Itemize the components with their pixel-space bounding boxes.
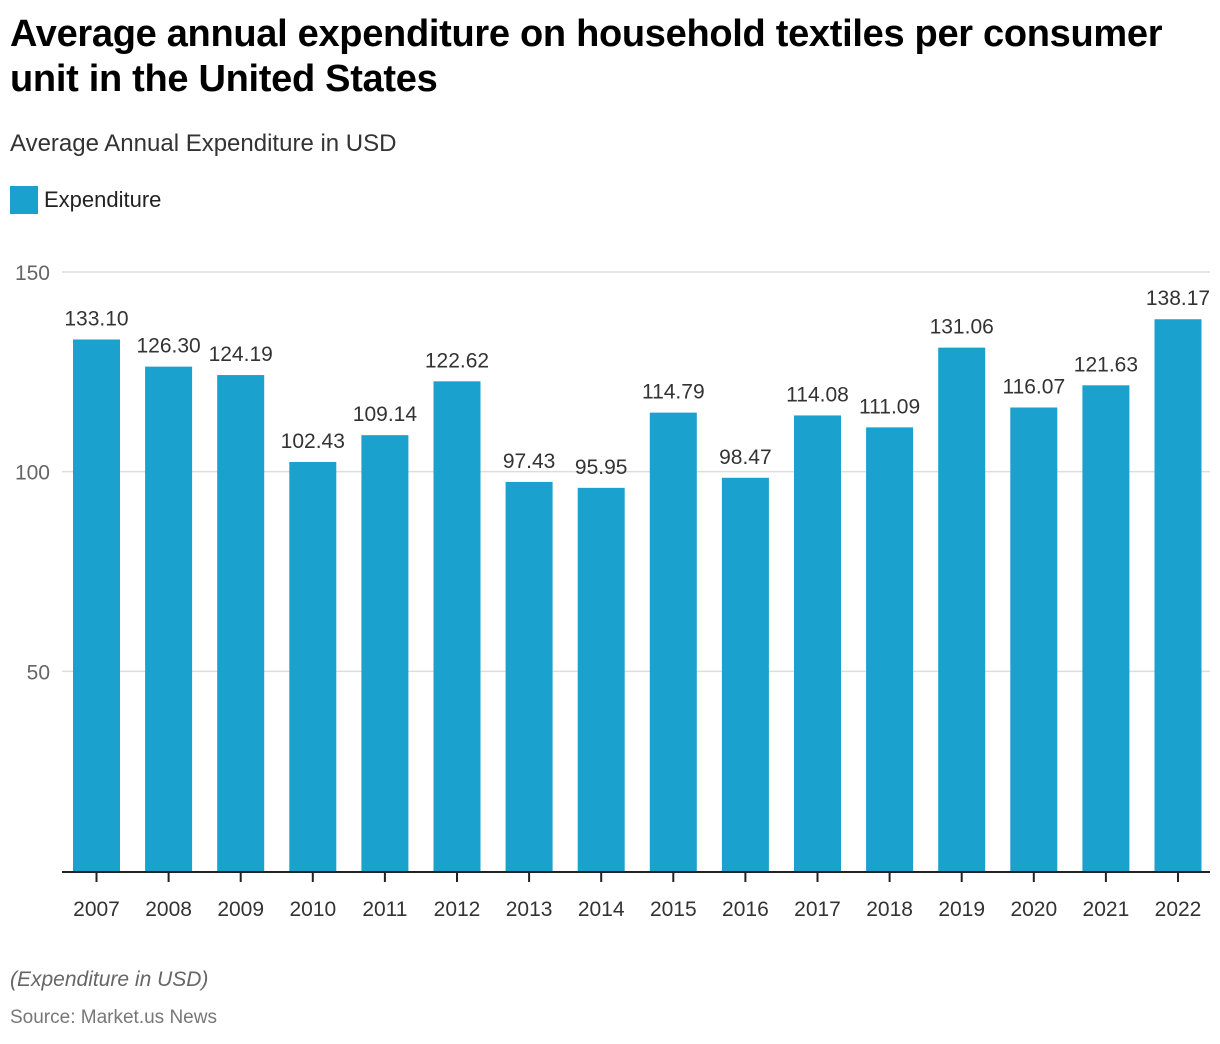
data-label-2009: 124.19 xyxy=(209,343,273,366)
x-tick-label: 2019 xyxy=(938,898,985,921)
x-tick-label: 2020 xyxy=(1010,898,1057,921)
x-tick-label: 2009 xyxy=(217,898,264,921)
chart-source: Source: Market.us News xyxy=(10,1007,217,1028)
data-label-2012: 122.62 xyxy=(425,349,489,372)
data-label-2011: 109.14 xyxy=(353,403,418,426)
gridlines: 50 100 150 xyxy=(15,262,1210,684)
bar-2011 xyxy=(361,435,409,871)
bar-2009 xyxy=(217,375,265,871)
bar-2022 xyxy=(1154,319,1202,872)
x-tick-label: 2017 xyxy=(794,898,841,921)
data-label-2013: 97.43 xyxy=(503,450,556,473)
data-label-2018: 111.09 xyxy=(859,395,920,418)
x-axis: 2007 2008 2009 2010 2011 2012 2013 2014 2015 2016… xyxy=(62,871,1210,921)
data-label-2016: 98.47 xyxy=(719,446,772,469)
data-label-2007: 133.10 xyxy=(64,307,128,330)
bar-2015 xyxy=(649,412,697,871)
x-tick-label: 2013 xyxy=(506,898,553,921)
x-tick-label: 2014 xyxy=(578,898,625,921)
bar-2013 xyxy=(505,481,553,871)
y-tick-label: 100 xyxy=(15,462,50,485)
x-tick-label: 2018 xyxy=(866,898,913,921)
y-tick-label: 150 xyxy=(15,262,50,285)
x-tick-label: 2015 xyxy=(650,898,697,921)
legend: Expenditure xyxy=(10,186,161,214)
bar-2018 xyxy=(866,427,914,871)
data-label-2021: 121.63 xyxy=(1074,353,1138,376)
data-label-2022: 138.17 xyxy=(1146,287,1210,310)
data-label-2020: 116.07 xyxy=(1002,375,1065,398)
x-tick-label: 2016 xyxy=(722,898,769,921)
x-tick-label: 2008 xyxy=(145,898,192,921)
data-label-2008: 126.30 xyxy=(136,335,200,358)
bar-2014 xyxy=(577,487,625,871)
data-label-2015: 114.79 xyxy=(642,381,705,404)
data-label-2010: 102.43 xyxy=(281,430,345,453)
x-tick-label: 2022 xyxy=(1155,898,1202,921)
data-label-2014: 95.95 xyxy=(575,456,628,479)
bar-2010 xyxy=(289,461,337,871)
x-tick-label: 2010 xyxy=(289,898,336,921)
x-tick-label: 2011 xyxy=(362,898,407,921)
data-label-2017: 114.08 xyxy=(786,383,849,406)
bars: 133.10 126.30 124.19 102.43 109.14 122.62 97.4… xyxy=(64,287,1210,872)
bar-2007 xyxy=(73,339,120,872)
bar-2012 xyxy=(433,381,481,871)
x-tick-label: 2021 xyxy=(1083,898,1130,921)
bar-2021 xyxy=(1082,385,1130,871)
bar-2020 xyxy=(1010,407,1058,871)
data-label-2019: 131.06 xyxy=(930,316,994,339)
chart-subtitle: Average Annual Expenditure in USD xyxy=(10,130,397,157)
bar-2016 xyxy=(721,477,769,871)
bar-2019 xyxy=(938,347,986,871)
bar-2008 xyxy=(145,366,193,871)
legend-label-expenditure: Expenditure xyxy=(44,187,162,212)
x-tick-label: 2012 xyxy=(434,898,481,921)
bar-2017 xyxy=(794,415,841,871)
x-tick-label: 2007 xyxy=(73,898,120,921)
chart-title: Average annual expenditure on household … xyxy=(10,13,1163,100)
y-tick-label: 50 xyxy=(27,661,50,684)
legend-swatch-expenditure xyxy=(10,186,38,214)
chart-note: (Expenditure in USD) xyxy=(10,968,209,991)
